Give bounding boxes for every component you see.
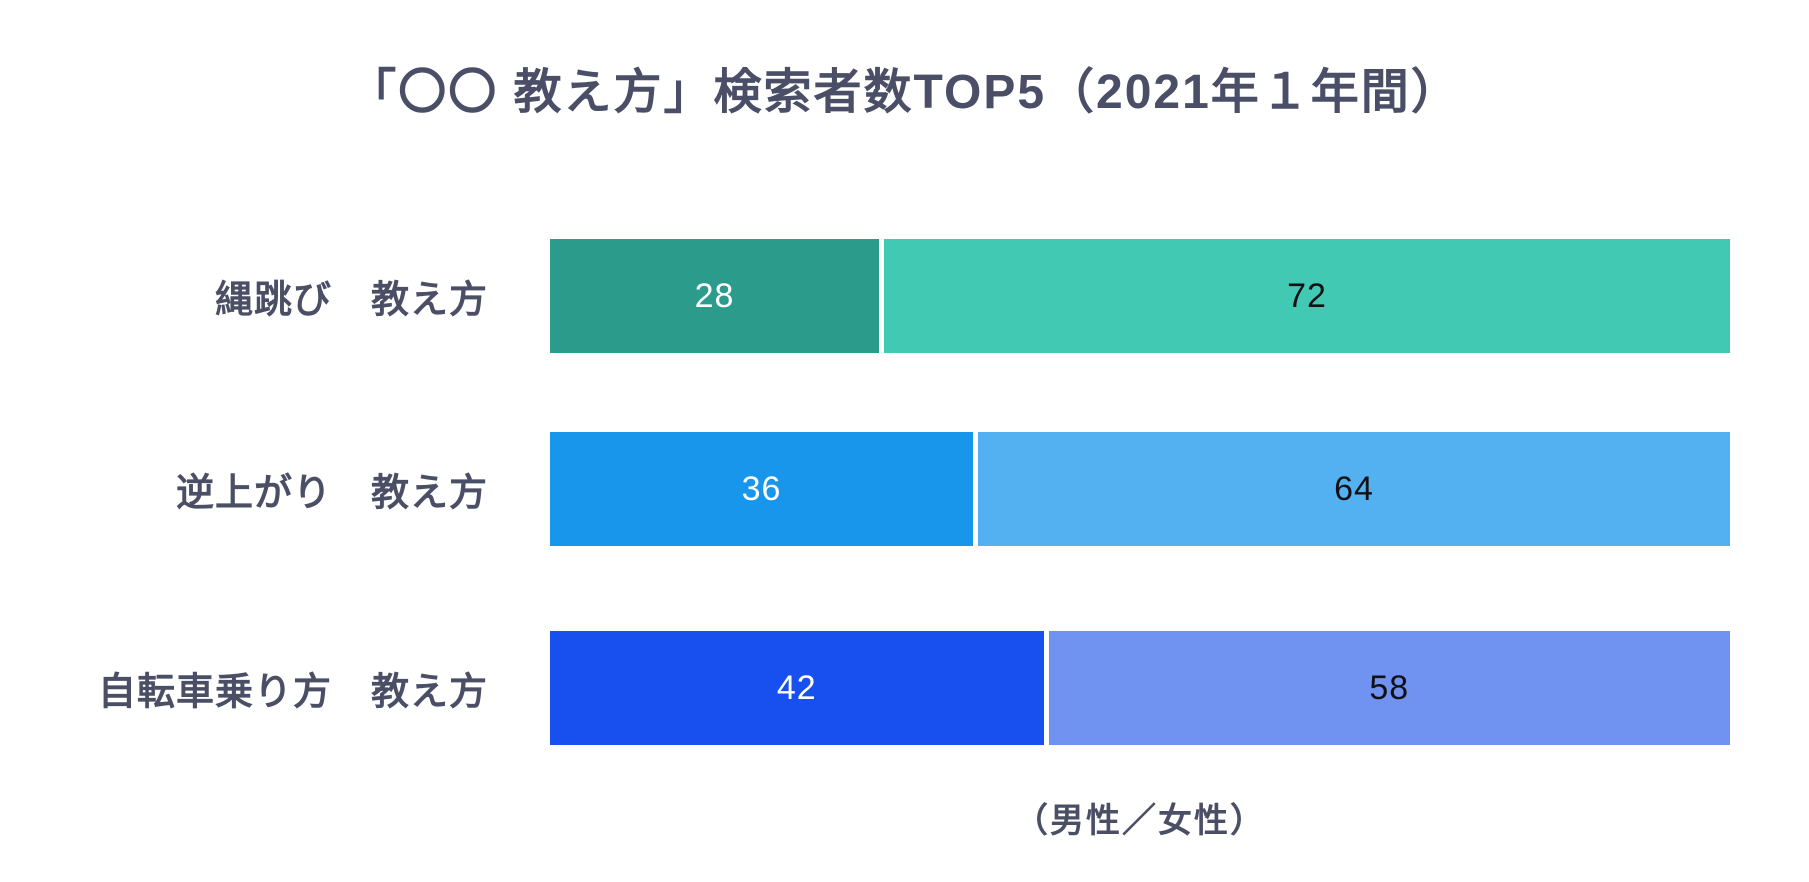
bar-segment-female: 64 [978, 432, 1730, 546]
bar-segment-male: 42 [550, 631, 1044, 745]
bar-value-female: 64 [1334, 469, 1374, 508]
chart-row-nawatobi: 縄跳び 教え方 28 72 [0, 234, 1809, 358]
bar-segment-female: 58 [1048, 631, 1730, 745]
chart-row-sakaagari: 逆上がり 教え方 36 64 [0, 427, 1809, 551]
bar-segment-male: 36 [550, 432, 973, 546]
category-label: 縄跳び 教え方 [214, 279, 488, 322]
chart-title: 「〇〇 教え方」検索者数TOP5（2021年１年間） [348, 66, 1461, 119]
category-label: 自転車乗り方 教え方 [97, 671, 488, 714]
bar-value-female: 58 [1369, 668, 1410, 707]
bar-segment-male: 28 [550, 239, 879, 353]
stacked-bar: 36 64 [545, 427, 1735, 551]
bar-value-male: 42 [776, 668, 817, 707]
stacked-bar: 42 58 [545, 626, 1735, 750]
legend-note: （男性／女性） [1014, 802, 1266, 840]
stacked-bar: 28 72 [545, 234, 1735, 358]
bar-value-female: 72 [1287, 276, 1327, 315]
bar-value-male: 28 [694, 276, 735, 315]
bar-value-male: 36 [741, 469, 782, 508]
category-label: 逆上がり 教え方 [175, 472, 488, 515]
chart-row-jitensha: 自転車乗り方 教え方 42 58 [0, 626, 1809, 750]
bar-segment-female: 72 [884, 239, 1730, 353]
